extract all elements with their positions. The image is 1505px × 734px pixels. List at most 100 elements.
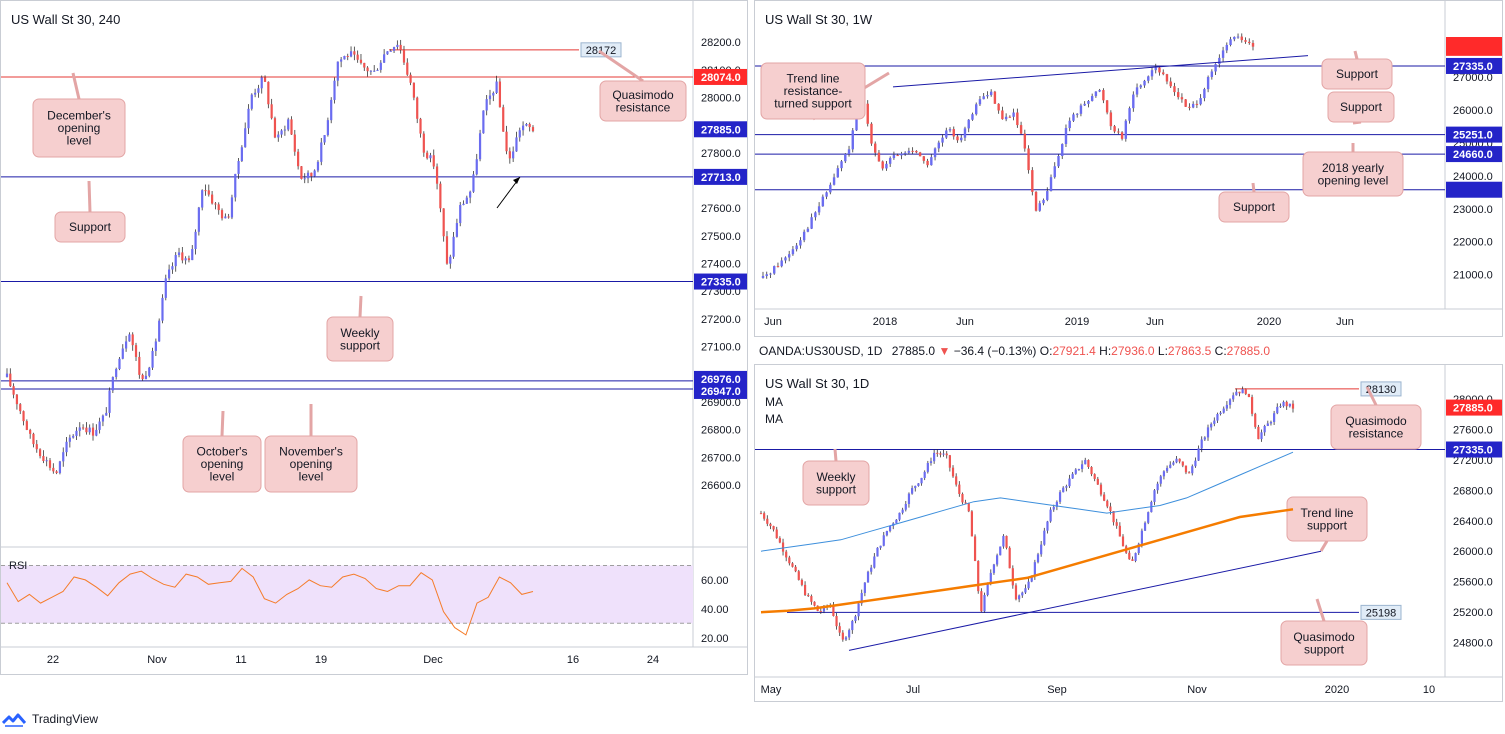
h4-candle-body <box>227 216 230 218</box>
weekly-callout-text: 2018 yearly <box>1322 161 1384 175</box>
daily-price-tag-label: 27335.0 <box>1453 445 1493 457</box>
h4-candle-body <box>35 444 38 450</box>
h4-candle-body <box>512 151 515 159</box>
daily-candle-body <box>1049 509 1052 522</box>
daily-candle-body <box>1291 403 1295 409</box>
weekly-candle-body <box>1248 41 1251 43</box>
weekly-price-tag-top <box>1446 37 1502 53</box>
daily-candle-body <box>1071 473 1074 479</box>
weekly-price-tag <box>1446 181 1502 198</box>
h4-candle-body <box>333 80 336 100</box>
daily-callout-box <box>802 460 870 506</box>
h4-candle-body <box>151 350 154 368</box>
daily-candle-body <box>1099 484 1103 495</box>
daily-candle-body <box>1279 406 1282 408</box>
h4-candle-body <box>412 82 416 98</box>
h4-y-tick-label: 28200.0 <box>701 37 741 49</box>
h4-candle-body <box>111 377 114 391</box>
weekly-candle-body <box>1210 71 1214 78</box>
h4-candle-body <box>29 429 32 434</box>
h4-candle-body <box>531 127 535 132</box>
h4-candle-body <box>505 131 508 152</box>
weekly-chart-panel[interactable]: US Wall St 30, 1W28000.027000.026000.025… <box>754 0 1503 337</box>
info-close: 27885.0 <box>1226 344 1271 358</box>
h4-candle-body <box>263 77 267 82</box>
h4-candle-body <box>426 152 429 159</box>
tradingview-footer[interactable]: TradingView <box>2 708 98 730</box>
daily-candle-body <box>989 572 992 584</box>
h4-y-tick-label: 27200.0 <box>701 314 741 326</box>
weekly-candle-body <box>1008 116 1012 118</box>
daily-callout-box <box>1330 404 1422 450</box>
h4-candle-body <box>75 430 78 436</box>
h4-candle-body <box>254 92 257 95</box>
h4-price-tag <box>694 168 747 185</box>
weekly-x-tick-label: 2019 <box>1065 316 1089 328</box>
daily-candle-body <box>904 504 907 510</box>
h4-candle-body <box>326 120 329 136</box>
daily-candle-body <box>1175 458 1178 463</box>
h4-candle-body <box>65 441 68 453</box>
weekly-candle-body <box>1046 191 1049 200</box>
weekly-candle-body <box>888 158 892 164</box>
h4-candle-body <box>141 374 144 380</box>
weekly-candle-body <box>896 155 899 157</box>
daily-candle-body <box>1238 391 1241 394</box>
h4-candle-body <box>316 161 320 171</box>
weekly-candle-body <box>821 196 825 207</box>
weekly-candle-body <box>1176 92 1180 98</box>
daily-candle-body <box>844 637 848 640</box>
daily-callout-text: Quasimodo <box>1293 630 1355 644</box>
h4-candle-body <box>478 133 482 160</box>
h4-chart-panel[interactable]: US Wall St 30, 24028200.028100.028000.02… <box>0 0 748 675</box>
h4-candle-body <box>303 178 306 180</box>
daily-candle-body <box>1250 397 1254 414</box>
weekly-price-tag-label: 24660.0 <box>1453 149 1493 161</box>
weekly-candle-body <box>993 91 997 104</box>
h4-y-tick-label: 26600.0 <box>701 480 741 492</box>
daily-candle-body <box>863 582 866 594</box>
weekly-candle-body <box>937 142 941 149</box>
h4-candle-body <box>85 427 88 433</box>
weekly-candle-body <box>825 192 828 197</box>
weekly-candle-body <box>900 153 903 156</box>
daily-callout-text: support <box>1304 642 1345 656</box>
h4-candle-body <box>277 134 280 138</box>
weekly-candle-body <box>952 129 955 137</box>
h4-candle-body <box>68 437 71 442</box>
h4-price-tag <box>694 121 747 138</box>
h4-candle-body <box>138 356 141 375</box>
daily-candle-body <box>1219 412 1222 415</box>
daily-candle-body <box>898 512 901 520</box>
daily-chart-panel[interactable]: US Wall St 30, 1DMAMA28000.027600.027200… <box>754 364 1503 702</box>
weekly-candle-body <box>967 119 970 129</box>
h4-chart[interactable]: US Wall St 30, 24028200.028100.028000.02… <box>1 1 748 675</box>
weekly-candle-body <box>1244 40 1247 42</box>
weekly-candle-body <box>1165 74 1169 82</box>
weekly-candle-body <box>911 150 914 152</box>
daily-y-tick-label: 27600.0 <box>1453 424 1493 436</box>
daily-candle-body <box>995 555 999 565</box>
h4-candle-body <box>373 70 376 72</box>
weekly-chart[interactable]: US Wall St 30, 1W28000.027000.026000.025… <box>755 1 1503 337</box>
daily-candle-body <box>1165 467 1169 472</box>
h4-candle-body <box>161 297 164 321</box>
weekly-candle-body <box>817 206 821 213</box>
weekly-candle-body <box>1042 199 1045 204</box>
weekly-candle-body <box>971 114 974 120</box>
daily-price-tag-label: 27885.0 <box>1453 403 1493 415</box>
daily-candle-body <box>1062 487 1065 493</box>
daily-candle-body <box>788 557 791 564</box>
weekly-candle-body <box>997 103 1000 111</box>
daily-candle-body <box>992 564 996 573</box>
h4-candle-body <box>164 278 167 298</box>
h4-x-tick-label: 16 <box>567 654 579 666</box>
daily-candle-body <box>876 547 879 557</box>
daily-chart[interactable]: US Wall St 30, 1DMAMA28000.027600.027200… <box>755 365 1503 702</box>
daily-candle-body <box>1241 389 1244 394</box>
h4-candle-body <box>482 110 485 134</box>
daily-chart-title: US Wall St 30, 1D <box>765 376 869 391</box>
daily-candle-body <box>1225 404 1228 409</box>
daily-candle-body <box>955 476 958 485</box>
daily-candle-body <box>895 519 898 524</box>
